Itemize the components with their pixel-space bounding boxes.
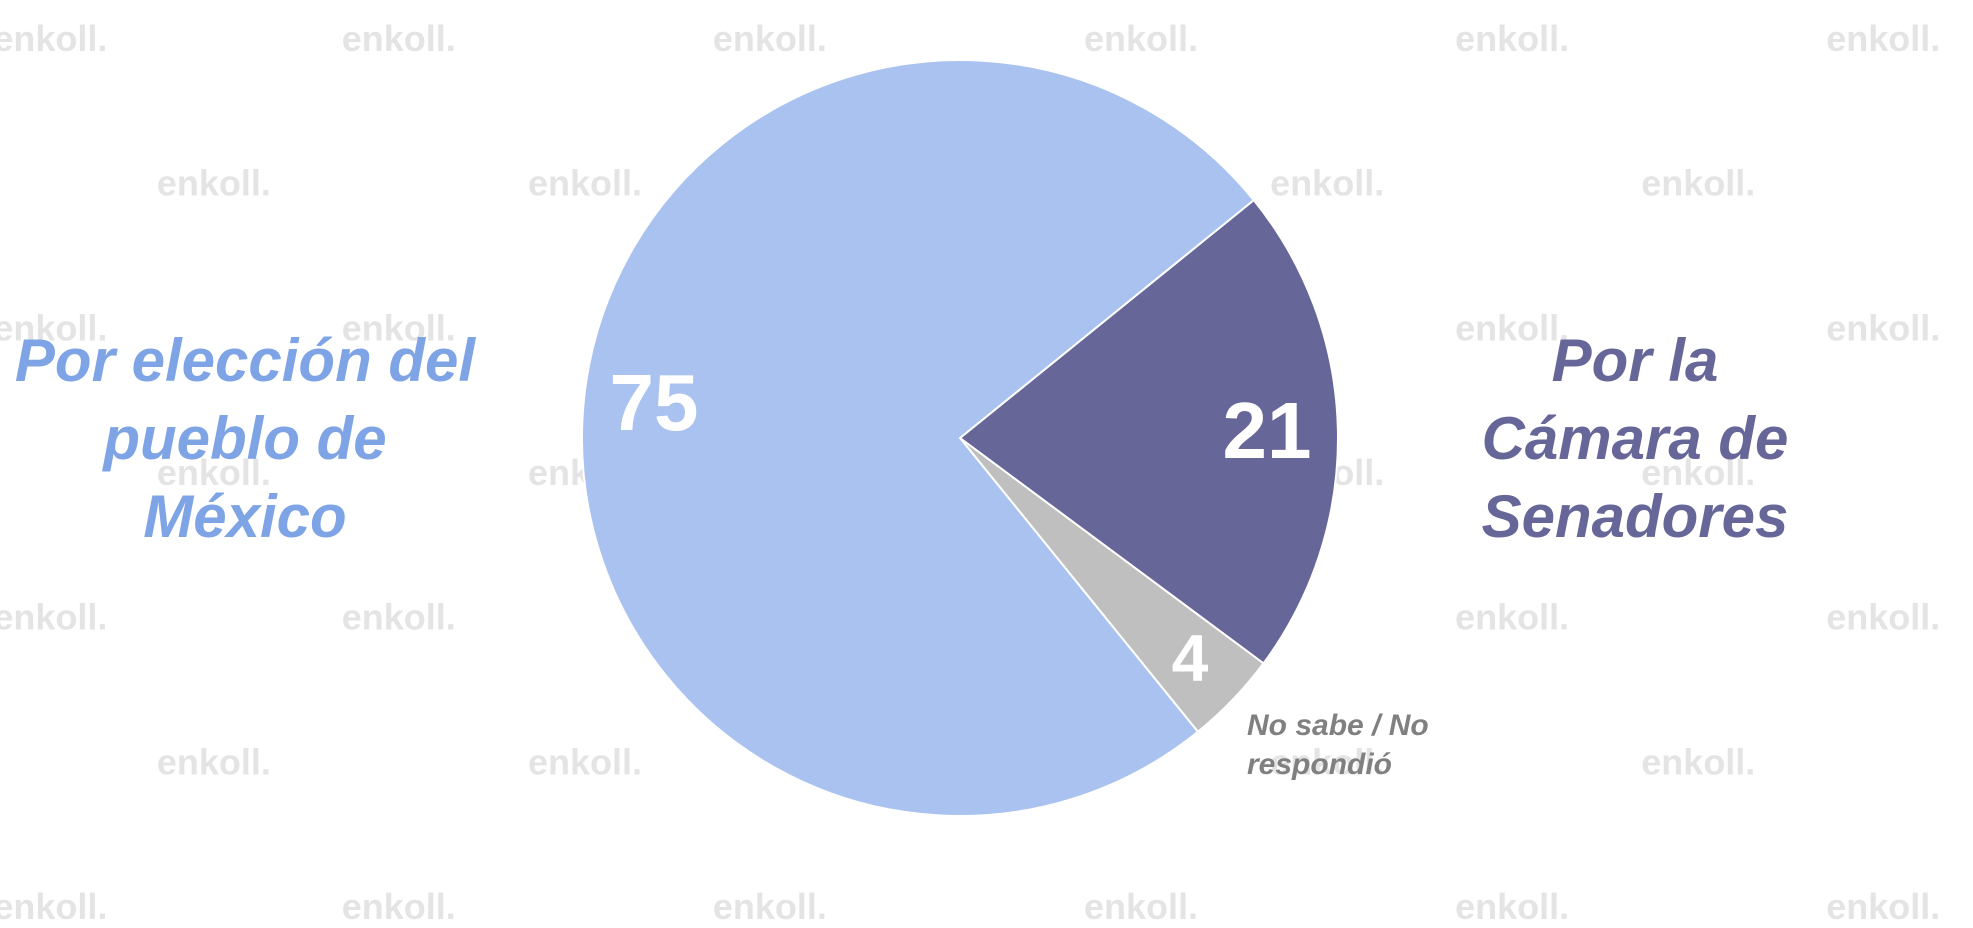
pie-slice [581,59,1256,817]
watermark: enkoll. [157,741,271,782]
watermark: enkoll. [713,886,827,927]
watermark: enkoll. [1455,18,1569,59]
watermark: enkoll. [1270,741,1384,782]
watermark: enkoll. [1084,886,1198,927]
value-label: 4 [1172,620,1209,694]
watermark: enkoll. [1641,452,1755,493]
watermark: enkoll. [1826,307,1940,348]
watermark: enkoll. [713,18,827,59]
watermark: enkoll. [342,886,456,927]
watermark: enkoll. [0,886,107,927]
category-label: Por la Cámara de Senadores [1481,327,1789,550]
watermark: enkoll. [0,597,107,638]
watermark: enkoll. [1826,597,1940,638]
value-label: 21 [1223,386,1312,475]
watermark: enkoll. [1455,886,1569,927]
category-label: No sabe / No respondió [1247,709,1429,781]
watermark: enkoll. [1641,163,1755,204]
watermark: enkoll. [157,452,271,493]
watermark: enkoll. [1641,741,1755,782]
watermark: enkoll. [342,597,456,638]
value-label: 75 [610,358,699,447]
watermark: enkoll. [1455,597,1569,638]
watermark: enkoll. [1826,18,1940,59]
watermark: enkoll. [528,163,642,204]
watermark: enkoll. [157,163,271,204]
watermark: enkoll. [0,18,107,59]
watermark: enkoll. [1455,307,1569,348]
watermark: enkoll. [1270,163,1384,204]
watermark: enkoll. [342,18,456,59]
watermark: enkoll. [342,307,456,348]
watermark: enkoll. [1826,886,1940,927]
watermark: enkoll. [528,741,642,782]
watermark: enkoll. [1084,18,1198,59]
pie-slice [958,198,1339,665]
watermark: enkoll. [0,307,107,348]
category-label: Por elección del pueblo de México [14,327,476,550]
